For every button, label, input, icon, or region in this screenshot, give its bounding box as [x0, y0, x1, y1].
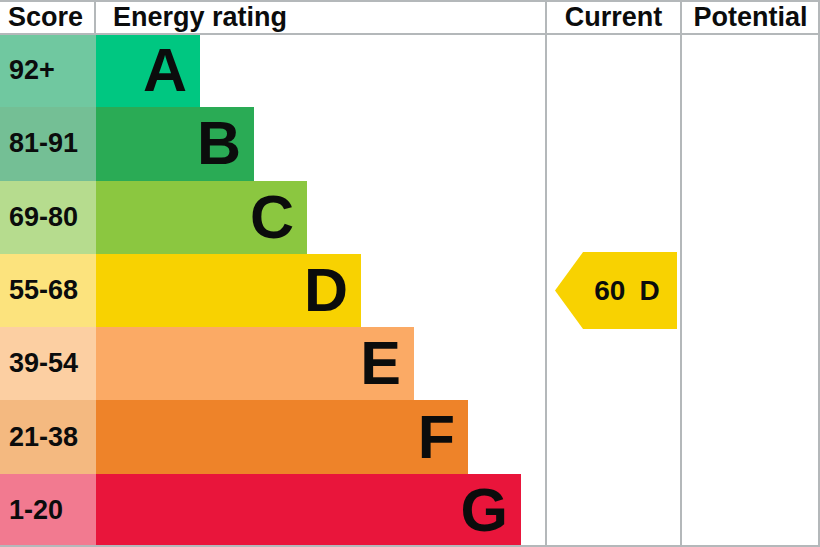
band-row-b: 81-91 B: [0, 107, 820, 180]
score-column-divider: [94, 0, 96, 33]
band-row-f: 21-38 F: [0, 400, 820, 473]
table-border-top: [0, 0, 820, 2]
header-current: Current: [546, 0, 681, 34]
score-range-b: 81-91: [0, 107, 96, 180]
current-rating-letter: D: [639, 277, 659, 305]
score-range-g: 1-20: [0, 474, 96, 547]
score-range-a: 92+: [0, 34, 96, 107]
band-bar-e: E: [96, 327, 414, 400]
band-letter-f: F: [418, 407, 455, 468]
band-row-a: 92+ A: [0, 34, 820, 107]
band-letter-c: C: [250, 187, 294, 248]
band-bar-b: B: [96, 107, 254, 180]
epc-rating-chart: Score Energy rating Current Potential 92…: [0, 0, 820, 547]
band-letter-d: D: [304, 260, 348, 321]
header-potential: Potential: [681, 0, 820, 34]
header-energy-rating: Energy rating: [96, 0, 546, 34]
band-letter-g: G: [461, 480, 508, 541]
band-letter-b: B: [197, 113, 241, 174]
score-range-e: 39-54: [0, 327, 96, 400]
table-header: Score Energy rating Current Potential: [0, 0, 820, 34]
band-row-d: 55-68 D: [0, 254, 820, 327]
band-bar-d: D: [96, 254, 361, 327]
band-bar-a: A: [96, 34, 200, 107]
header-divider: [0, 33, 820, 35]
band-bar-g: G: [96, 474, 521, 547]
potential-column-divider: [680, 0, 682, 547]
band-letter-e: E: [360, 333, 401, 394]
band-bar-c: C: [96, 181, 307, 254]
score-range-d: 55-68: [0, 254, 96, 327]
score-range-c: 69-80: [0, 181, 96, 254]
band-row-e: 39-54 E: [0, 327, 820, 400]
current-score-value: 60: [594, 277, 625, 305]
band-letter-a: A: [143, 40, 187, 101]
current-column-divider: [545, 0, 547, 547]
score-range-f: 21-38: [0, 400, 96, 473]
band-bar-f: F: [96, 400, 468, 473]
header-score: Score: [0, 0, 96, 34]
band-row-c: 69-80 C: [0, 181, 820, 254]
band-rows: 92+ A 81-91 B 69-80 C 55-68 D 39-54: [0, 34, 820, 547]
band-row-g: 1-20 G: [0, 474, 820, 547]
